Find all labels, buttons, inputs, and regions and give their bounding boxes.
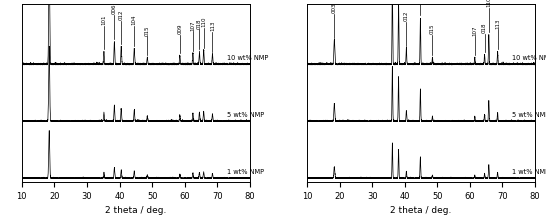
Text: 104: 104 [132, 15, 136, 25]
Text: 015: 015 [430, 24, 435, 34]
Text: 009: 009 [177, 24, 182, 34]
Text: 113: 113 [210, 21, 215, 32]
Text: 10 wt% NMP: 10 wt% NMP [227, 55, 269, 61]
Text: 5 wt% NMP: 5 wt% NMP [512, 112, 546, 118]
Text: 012: 012 [404, 11, 409, 22]
Text: 107: 107 [191, 20, 195, 31]
Text: 10 wt% NMP: 10 wt% NMP [512, 55, 546, 61]
Text: 101: 101 [102, 15, 106, 25]
X-axis label: 2 theta / deg.: 2 theta / deg. [390, 206, 452, 215]
X-axis label: 2 theta / deg.: 2 theta / deg. [105, 206, 167, 215]
Text: 018: 018 [482, 22, 487, 33]
Text: 107: 107 [472, 25, 477, 36]
Text: 006: 006 [112, 4, 117, 14]
Text: 1 wt% NMP: 1 wt% NMP [227, 169, 264, 175]
Text: 015: 015 [145, 25, 150, 36]
Text: 018: 018 [197, 18, 202, 29]
Text: 003: 003 [332, 2, 337, 13]
Text: 012: 012 [118, 10, 124, 20]
Text: 1 wt% NMP: 1 wt% NMP [512, 169, 546, 175]
Text: 110: 110 [486, 0, 491, 7]
Text: 113: 113 [495, 18, 500, 29]
Text: 5 wt% NMP: 5 wt% NMP [227, 112, 264, 118]
Text: 110: 110 [201, 17, 206, 27]
